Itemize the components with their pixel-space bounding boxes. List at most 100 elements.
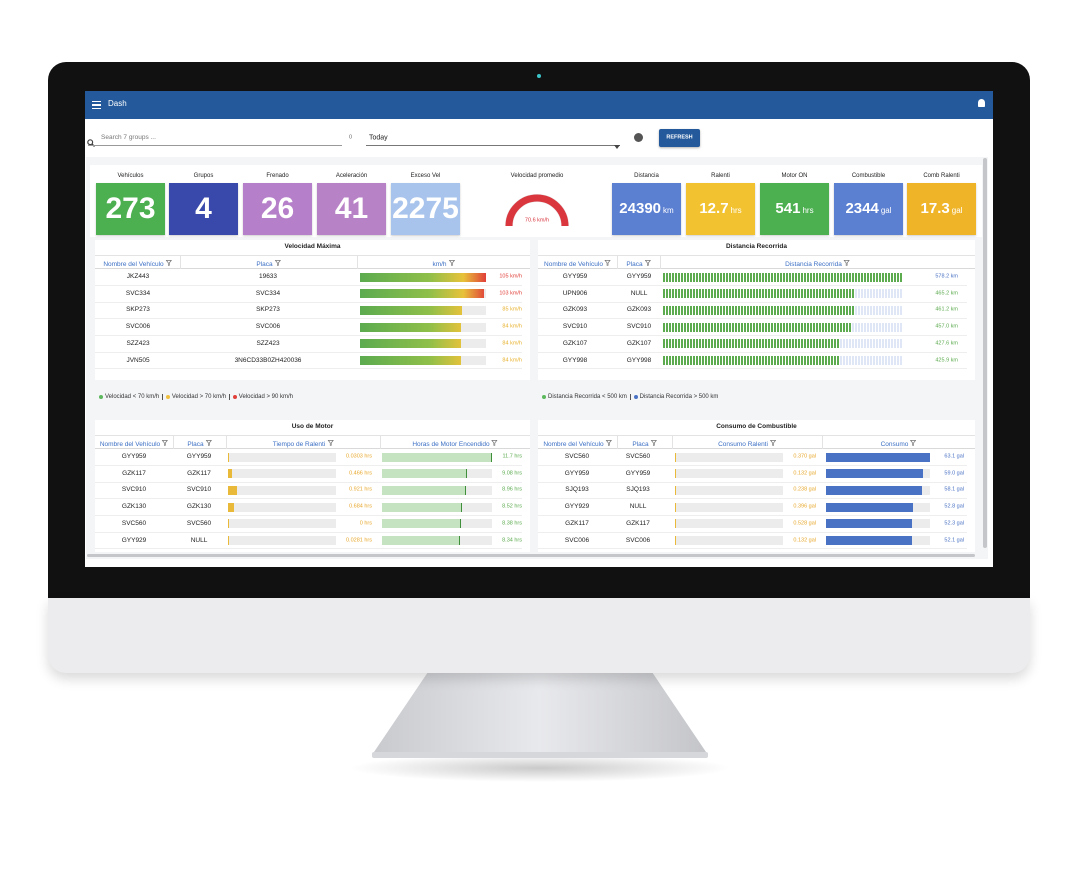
cell-text: SVC006 <box>625 536 651 544</box>
column-header[interactable]: Tiempo de Ralenti <box>273 434 334 450</box>
bar <box>826 485 922 495</box>
bar <box>826 519 913 529</box>
column-header[interactable]: Placa <box>626 254 651 270</box>
cell-text: GYY959 <box>562 272 588 280</box>
kpi-unit: hrs <box>730 206 742 215</box>
bar-label: 0.921 hrs <box>349 486 372 493</box>
filter-icon[interactable] <box>650 434 657 450</box>
bar <box>382 519 461 529</box>
kpi-tile <box>907 183 976 235</box>
column-header[interactable]: Placa <box>256 254 281 270</box>
cell-text: GYY959 <box>564 469 590 477</box>
legend-dot <box>165 394 170 399</box>
bar <box>826 452 930 462</box>
cell-text: GYY959 <box>121 452 147 460</box>
filter-icon[interactable] <box>448 254 455 270</box>
column-header-text: Distancia Recorrida <box>785 261 842 269</box>
cell-text: SVC560 <box>121 519 147 527</box>
row-divider <box>538 334 967 336</box>
column-header-text: Horas de Motor Encendido <box>412 441 490 449</box>
filter-icon[interactable] <box>769 434 777 450</box>
bar-track <box>675 452 783 462</box>
filter-icon[interactable] <box>843 254 851 270</box>
app-title: Dash <box>108 99 127 108</box>
legend-separator <box>629 393 631 400</box>
bar-label: 0.528 gal <box>793 520 816 527</box>
legend-label: Velocidad > 90 km/h <box>238 393 293 400</box>
bar-track <box>675 469 783 479</box>
column-header[interactable]: Consumo Ralenti <box>718 434 777 450</box>
filter-icon[interactable] <box>910 434 917 450</box>
column-header[interactable]: Nombre del Vehículo <box>100 434 169 450</box>
column-header[interactable]: Placa <box>632 434 657 450</box>
cell-text: GZK093 <box>562 306 588 314</box>
column-header[interactable]: Horas de Motor Encendido <box>412 434 498 450</box>
bar <box>382 452 492 462</box>
bar-label: 58.1 gal <box>944 486 964 493</box>
legend-label: Velocidad < 70 km/h <box>105 393 160 400</box>
row-divider <box>538 531 967 533</box>
filter-icon[interactable] <box>644 254 651 270</box>
search-input: Search 7 groups ... <box>101 133 156 141</box>
bar-label: 59.0 gal <box>944 469 964 476</box>
row-divider <box>538 351 967 353</box>
bar-label: 52.1 gal <box>944 536 964 543</box>
bar <box>360 272 486 282</box>
column-header[interactable]: km/h <box>432 254 455 270</box>
bar <box>663 272 902 282</box>
bar <box>826 502 914 512</box>
legend-label: Velocidad > 70 km/h <box>171 393 227 400</box>
kpi-value-wrap: 12.7 hrs <box>699 201 741 217</box>
kpi-tile <box>96 183 165 235</box>
column-header[interactable]: Nombre del Vehículo <box>103 254 172 270</box>
cell-text: NULL <box>190 536 208 544</box>
filter-icon[interactable] <box>274 254 281 270</box>
refresh-button[interactable] <box>659 129 700 147</box>
bar <box>675 519 676 529</box>
scrollbar-v <box>983 158 987 548</box>
bar-label: 0.0303 hrs <box>346 453 372 460</box>
bar-label: 0.466 hrs <box>349 469 372 476</box>
clock-icon <box>634 133 643 142</box>
kpi-value: 2275 <box>392 192 459 225</box>
bar <box>675 452 676 462</box>
kpi-tile <box>834 183 903 235</box>
row-divider <box>95 498 522 500</box>
cell-text: SZZ423 <box>256 339 280 347</box>
column-header[interactable]: Nombre del Vehículo <box>543 434 612 450</box>
column-separator <box>173 435 174 449</box>
filter-icon[interactable] <box>161 434 169 450</box>
filter-icon[interactable] <box>605 434 612 450</box>
table-header <box>95 255 530 269</box>
column-header[interactable]: Placa <box>187 434 212 450</box>
kpi-unit: gal <box>880 206 892 215</box>
column-header[interactable]: Distancia Recorrida <box>785 254 851 270</box>
column-separator <box>380 435 381 449</box>
bar-label: 11.7 hrs <box>502 453 522 460</box>
cell-text: SVC910 <box>626 322 652 330</box>
search-count: 0 <box>349 134 353 141</box>
filter-icon[interactable] <box>165 254 172 270</box>
column-header[interactable]: Nombre de Vehículo <box>544 254 612 270</box>
filter-icon[interactable] <box>604 254 612 270</box>
row-divider <box>538 284 967 286</box>
row-divider <box>538 514 967 516</box>
filter-icon[interactable] <box>327 434 334 450</box>
bar <box>826 536 912 545</box>
bar-label: 0 hrs <box>359 520 372 527</box>
row-divider <box>538 368 967 370</box>
kpi-label: Distancia <box>634 173 659 179</box>
kpi-label: Combustible <box>851 173 886 179</box>
filter-icon[interactable] <box>491 434 498 450</box>
bar-label: 105 km/h <box>499 273 522 280</box>
dropdown-arrow[interactable] <box>614 136 620 149</box>
legend: Distancia Recorrida < 500 km Distancia Re… <box>542 389 718 405</box>
cell-text: GZK130 <box>186 502 212 510</box>
search-icon[interactable] <box>87 134 95 147</box>
column-header-text: Consumo Ralenti <box>718 441 768 449</box>
column-header[interactable]: Consumo <box>881 434 917 450</box>
kpi-value: 2344 <box>845 200 879 217</box>
filter-icon[interactable] <box>205 434 212 450</box>
legend-separator <box>229 393 230 400</box>
cell-text: SVC560 <box>564 452 590 460</box>
